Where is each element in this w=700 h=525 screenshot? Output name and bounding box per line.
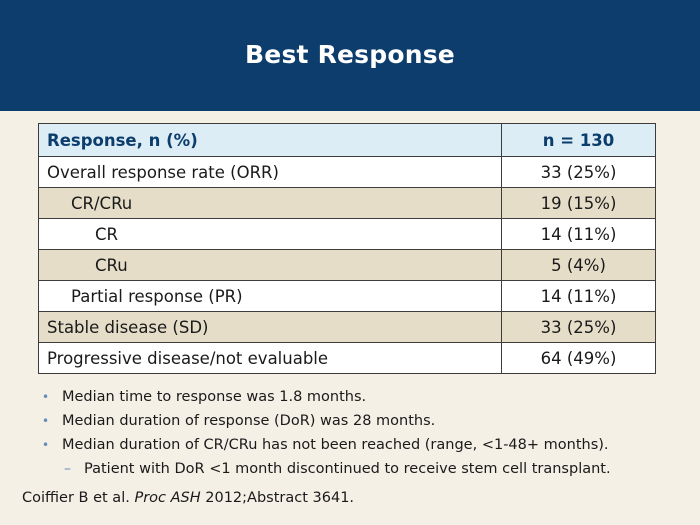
bullet-text: Median duration of response (DoR) was 28… [62,413,436,429]
table-row: Partial response (PR) 14 (11%) [38,280,656,312]
bullet-dot-icon: • [42,390,50,404]
row-value: 33 (25%) [501,311,656,343]
row-label: CR/CRu [38,187,502,219]
bullet-text: Median time to response was 1.8 months. [62,389,367,405]
citation: Coiffier B et al. Proc ASH 2012;Abstract… [22,490,354,506]
dash-bullet-icon: – [64,461,71,477]
table-row: Progressive disease/not evaluable 64 (49… [38,342,656,374]
row-value: 19 (15%) [501,187,656,219]
column-header-n: n = 130 [501,123,656,157]
row-label: Stable disease (SD) [38,311,502,343]
row-value: 14 (11%) [501,280,656,312]
list-item: • Median duration of CR/CRu has not been… [40,433,690,457]
bullet-dot-icon: • [42,414,50,428]
bullet-text: Patient with DoR <1 month discontinued t… [84,461,611,477]
column-header-response: Response, n (%) [38,123,502,157]
row-label: Partial response (PR) [38,280,502,312]
citation-rest: 2012;Abstract 3641. [205,490,355,506]
table-row: Stable disease (SD) 33 (25%) [38,311,656,343]
row-value: 64 (49%) [501,342,656,374]
table-row: CRu 5 (4%) [38,249,656,281]
row-label: Overall response rate (ORR) [38,156,502,188]
sub-list-item: – Patient with DoR <1 month discontinued… [40,457,690,481]
bullet-dot-icon: • [42,438,50,452]
row-label: CR [38,218,502,250]
row-label: Progressive disease/not evaluable [38,342,502,374]
table-row: Overall response rate (ORR) 33 (25%) [38,156,656,188]
row-label: CRu [38,249,502,281]
table-row: CR 14 (11%) [38,218,656,250]
row-value: 33 (25%) [501,156,656,188]
row-value: 14 (11%) [501,218,656,250]
slide-header [0,0,700,111]
bullet-text: Median duration of CR/CRu has not been r… [62,437,609,453]
citation-journal: Proc ASH [134,490,201,506]
row-value: 5 (4%) [501,249,656,281]
slide-title: Best Response [245,40,455,69]
citation-authors: Coiffier B et al. [22,490,130,506]
bullet-list: • Median time to response was 1.8 months… [40,385,690,481]
list-item: • Median duration of response (DoR) was … [40,409,690,433]
table-header-row: Response, n (%) n = 130 [38,123,656,157]
response-table: Response, n (%) n = 130 Overall response… [38,123,656,374]
table-row: CR/CRu 19 (15%) [38,187,656,219]
list-item: • Median time to response was 1.8 months… [40,385,690,409]
